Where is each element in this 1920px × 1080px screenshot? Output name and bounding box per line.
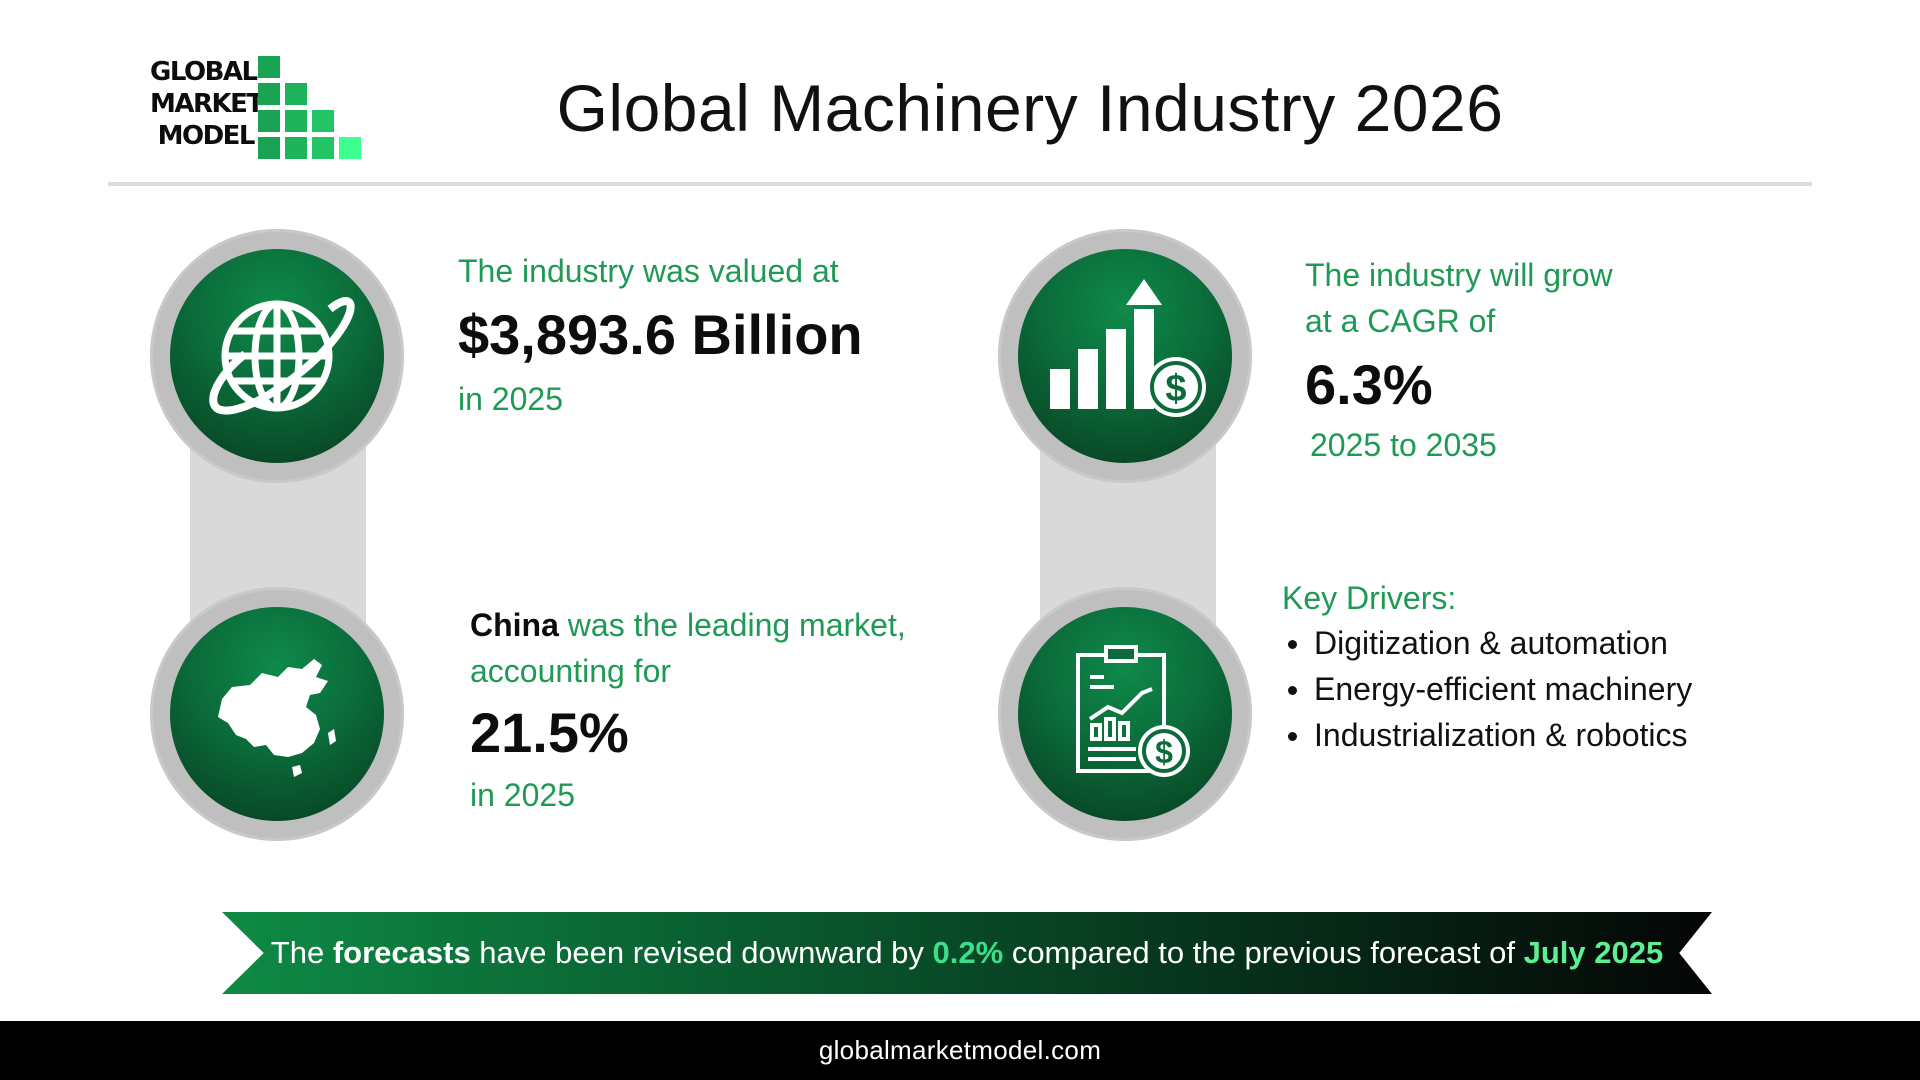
valuation-block: The industry was valued at $3,893.6 Bill… (458, 248, 938, 422)
banner-highlight-percent: 0.2% (932, 935, 1004, 970)
china-map-icon (218, 659, 336, 777)
valuation-intro: The industry was valued at (458, 253, 839, 289)
leader-intro-line1: China was the leading market, (470, 602, 950, 648)
banner-bold-forecasts: forecasts (332, 935, 471, 970)
driver-item: Energy-efficient machinery (1282, 666, 1762, 712)
growth-intro-line1: The industry will grow (1305, 257, 1613, 293)
growth-block: The industry will grow at a CAGR of 6.3%… (1305, 252, 1725, 468)
leader-intro-rest: was the leading market, (567, 607, 906, 643)
logo-line-3: MODEL (157, 121, 256, 151)
page-title: Global Machinery Industry 2026 (556, 71, 1504, 145)
leader-value: 21.5% (470, 701, 629, 764)
growth-bars-dollar-icon: $ (1050, 279, 1206, 417)
driver-item: Industrialization & robotics (1282, 712, 1762, 758)
header-divider (108, 182, 1812, 186)
leader-country: China (470, 607, 559, 643)
globe-orbit-icon (209, 297, 355, 415)
banner-highlight-date: July 2025 (1523, 935, 1664, 970)
banner-part1: The (270, 935, 333, 970)
footer-bar: globalmarketmodel.com (0, 1021, 1920, 1080)
valuation-value: $3,893.6 Billion (458, 303, 863, 366)
report-clipboard-dollar-icon: $ (1076, 645, 1190, 777)
drivers-title: Key Drivers: (1282, 580, 1457, 616)
forecast-banner-text: The forecasts have been revised downward… (222, 912, 1712, 994)
driver-item: Digitization & automation (1282, 620, 1762, 666)
drivers-list: Digitization & automation Energy-efficie… (1282, 620, 1762, 758)
forecast-banner (222, 912, 1712, 994)
logo-line-1: GLOBAL (150, 57, 258, 87)
growth-circle: $ (998, 229, 1252, 483)
china-circle (150, 587, 404, 841)
logo-wordmark: GLOBAL MARKET MODEL (150, 56, 264, 152)
footer-url[interactable]: globalmarketmodel.com (818, 1035, 1102, 1065)
svg-text:$: $ (1155, 734, 1173, 770)
brand-logo: GLOBAL MARKET MODEL (150, 56, 370, 160)
valuation-year: in 2025 (458, 381, 563, 417)
leader-intro-line2: accounting for (470, 653, 672, 689)
growth-value: 6.3% (1305, 353, 1433, 416)
logo-line-2: MARKET (150, 89, 264, 119)
growth-intro-line2: at a CAGR of (1305, 303, 1496, 339)
drivers-block: Key Drivers: Digitization & automation E… (1282, 576, 1762, 758)
leader-year: in 2025 (470, 777, 575, 813)
logo-grid-icon (258, 56, 370, 160)
svg-text:$: $ (1165, 368, 1186, 410)
growth-period: 2025 to 2035 (1310, 427, 1497, 463)
globe-circle (150, 229, 404, 483)
banner-part2: have been revised downward by (470, 935, 933, 970)
report-circle: $ (998, 587, 1252, 841)
banner-part3: compared to the previous forecast of (1003, 935, 1524, 970)
leader-block: China was the leading market, accounting… (470, 602, 950, 818)
